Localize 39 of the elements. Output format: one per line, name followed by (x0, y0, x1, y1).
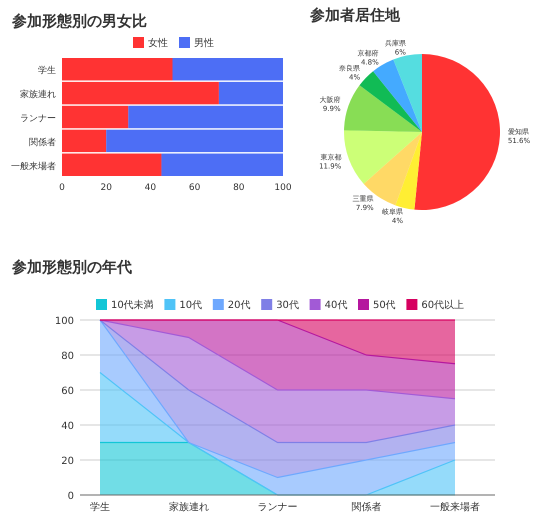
x-tick-label: 100 (274, 183, 292, 193)
legend-label: 60代以上 (421, 299, 464, 311)
y-tick-label: 60 (61, 386, 74, 397)
legend-label: 女性 (148, 37, 168, 49)
y-tick-label: 関係者 (29, 136, 56, 148)
legend-label: 30代 (276, 300, 299, 311)
x-tick-label: 80 (233, 183, 245, 193)
y-tick-label: 40 (61, 421, 74, 432)
legend-label: 50代 (373, 300, 396, 311)
chart-title: 参加形態別の男女比 (11, 12, 147, 30)
legend-label: 40代 (324, 300, 348, 311)
y-tick-label: 一般来場者 (11, 160, 56, 172)
y-tick-label: ランナー (20, 114, 56, 124)
chart-title: 参加者居住地 (309, 6, 401, 24)
chart-title: 参加形態別の年代 (11, 258, 132, 276)
y-tick-label: 20 (61, 456, 74, 467)
x-tick-label: 家族連れ (168, 501, 209, 513)
x-tick-label: 一般来場者 (430, 501, 480, 513)
x-tick-label: 60 (188, 183, 201, 193)
y-tick-label: 80 (61, 351, 74, 362)
x-tick-label: 20 (100, 183, 112, 193)
y-tick-label: 100 (54, 316, 74, 327)
pie-slice (344, 85, 422, 132)
y-tick-label: 0 (68, 491, 74, 502)
x-tick-label: ランナー (258, 502, 298, 513)
x-tick-label: 関係者 (351, 501, 382, 513)
y-tick-label: 学生 (38, 65, 56, 76)
pie-slice (393, 54, 422, 132)
pie-slice (395, 132, 422, 210)
legend-label: 10代 (179, 300, 202, 311)
pie-slice (360, 71, 422, 132)
legend-label: 10代未満 (111, 299, 154, 311)
x-tick-label: 学生 (90, 501, 110, 513)
y-tick-label: 家族連れ (20, 89, 56, 100)
legend-label: 男性 (194, 37, 214, 49)
x-tick-label: 40 (144, 183, 156, 193)
pie-slice (344, 130, 422, 184)
pie-slice (414, 54, 500, 210)
legend-label: 20代 (228, 300, 251, 311)
